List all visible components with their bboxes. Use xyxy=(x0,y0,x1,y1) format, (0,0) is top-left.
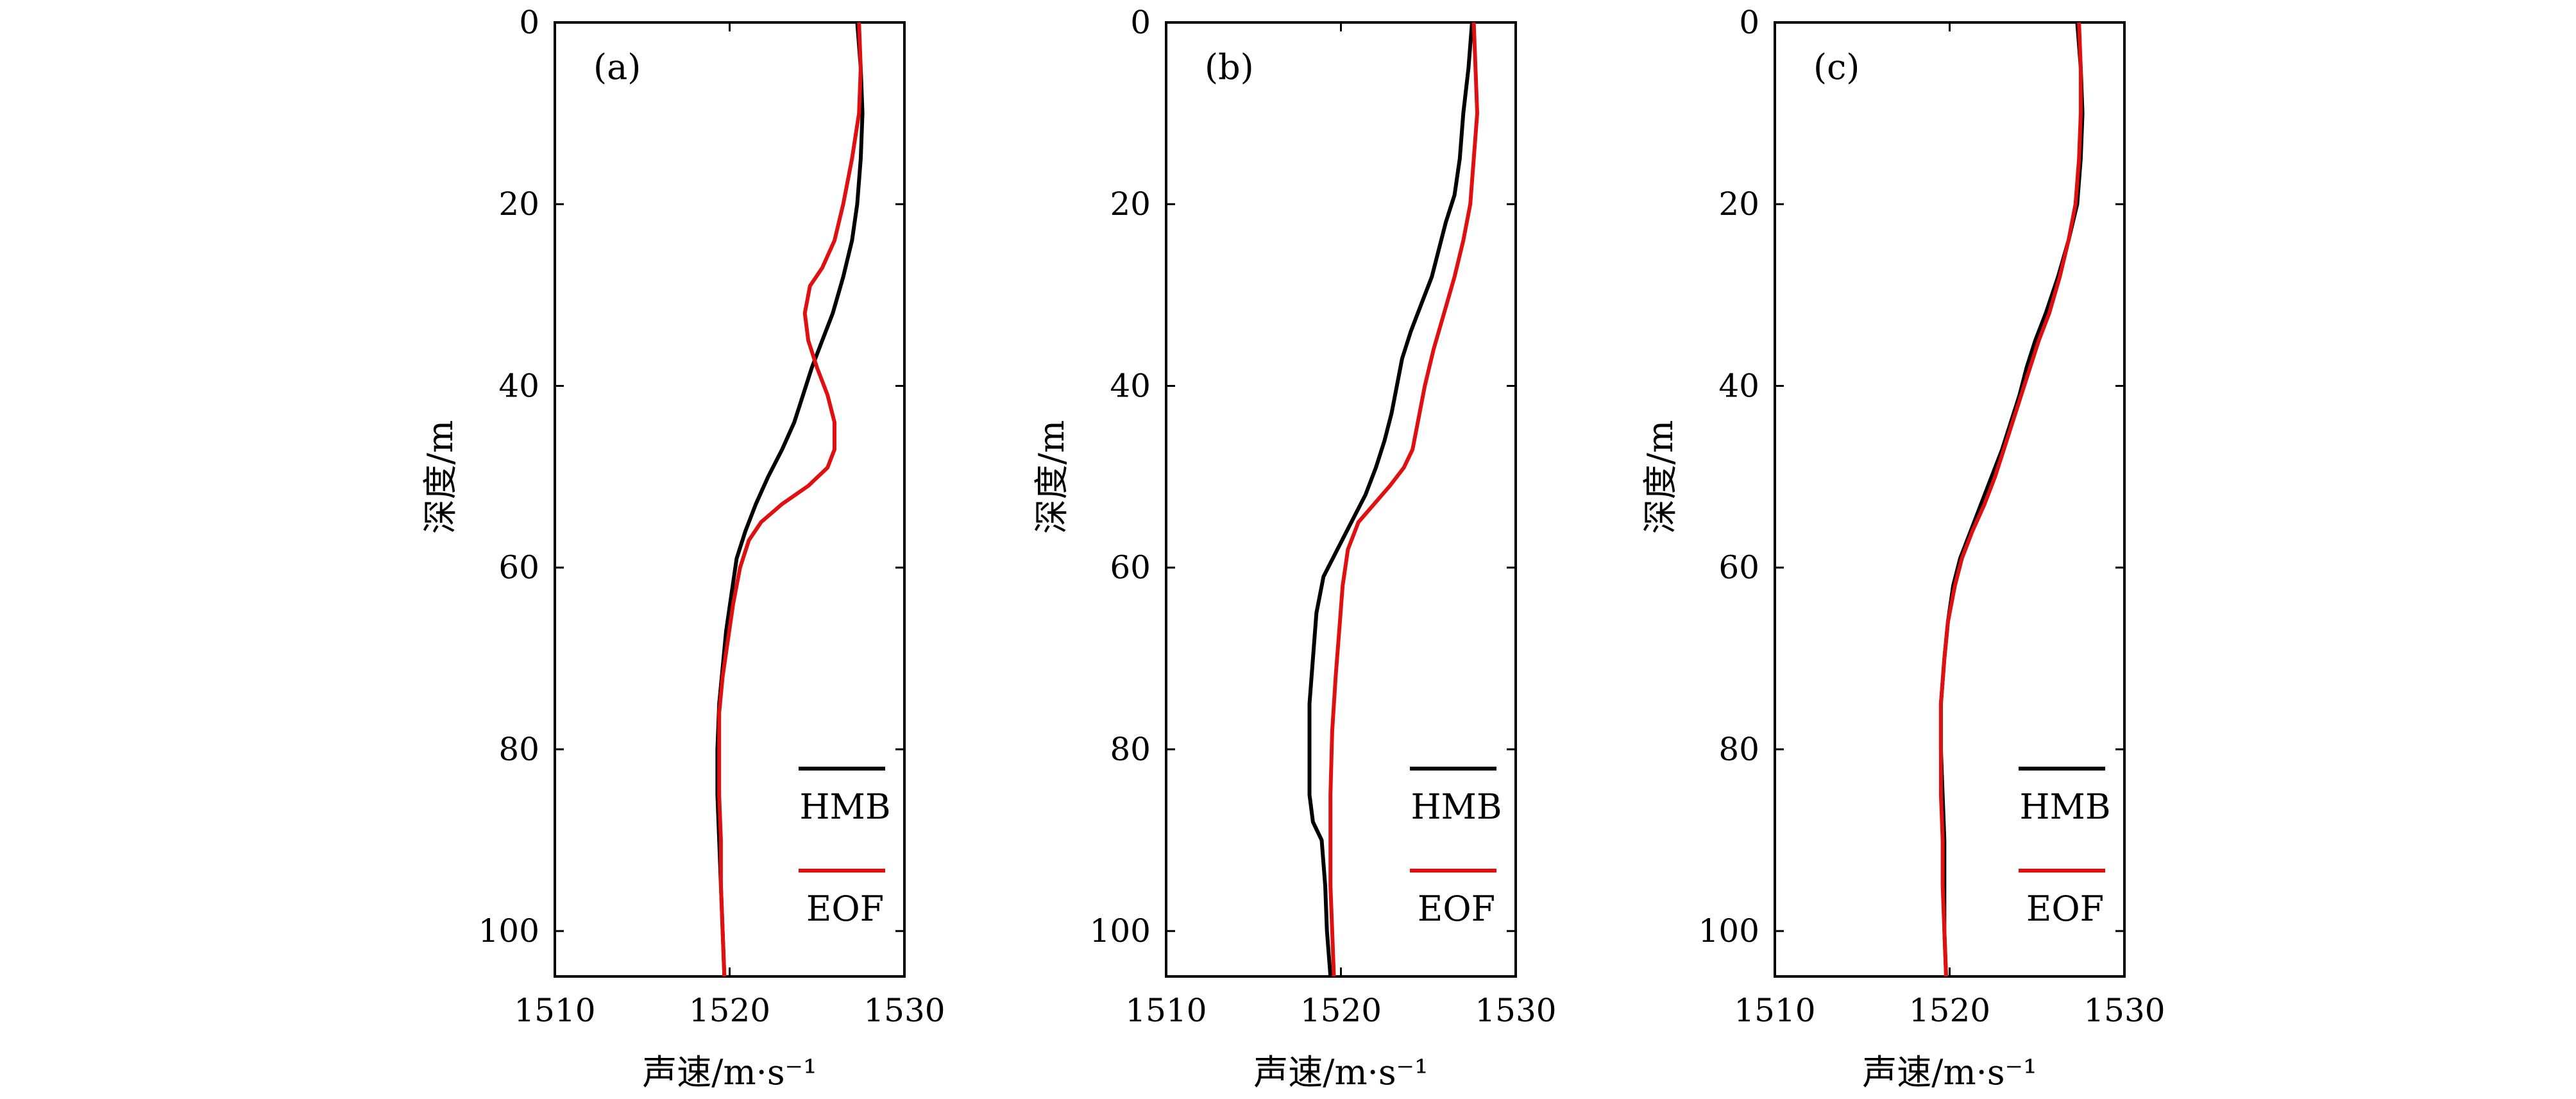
panel-label: (b) xyxy=(1205,47,1254,87)
x-axis-label: 声速/m·s⁻¹ xyxy=(642,1052,817,1093)
x-axis-label: 声速/m·s⁻¹ xyxy=(1862,1052,2037,1093)
y-tick-label: 100 xyxy=(479,912,539,950)
panel-label: (c) xyxy=(1813,47,1860,87)
y-tick-label: 40 xyxy=(1110,367,1151,404)
y-tick-label: 60 xyxy=(498,549,539,586)
y-tick-label: 0 xyxy=(1739,4,1759,41)
y-axis-label: 深度/m xyxy=(1031,420,1072,534)
legend-label-eof: EOF xyxy=(1418,889,1495,929)
y-tick-label: 100 xyxy=(1699,912,1759,950)
legend-label-eof: EOF xyxy=(2026,889,2104,929)
series-line-eof xyxy=(717,22,863,977)
x-tick-label: 1520 xyxy=(1909,992,1990,1029)
chart-panel-2: 0 20 40 60 80 100 1510 1520 1530 (b) 声速/m·s⁻¹ 深度/m H… xyxy=(1031,4,1557,1093)
legend-label-hmb: HMB xyxy=(1411,787,1502,827)
x-tick-label: 1520 xyxy=(689,992,770,1029)
series-line-eof xyxy=(1938,22,2083,977)
plot-frame xyxy=(1165,21,1517,978)
y-tick-label: 20 xyxy=(1718,185,1759,223)
y-tick-label: 0 xyxy=(1130,4,1151,41)
legend-label-hmb: HMB xyxy=(799,787,890,827)
y-axis-label: 深度/m xyxy=(420,420,461,534)
y-tick-label: 40 xyxy=(1718,367,1759,404)
panel-label: (a) xyxy=(593,47,641,87)
y-tick-label: 80 xyxy=(1110,731,1151,768)
x-tick-label: 1510 xyxy=(1125,992,1207,1029)
legend: HMB EOF xyxy=(1410,767,1502,929)
y-tick-label: 60 xyxy=(1718,549,1759,586)
chart-panel-3: 0 20 40 60 80 100 1510 1520 1530 (c) 声速/m·s⁻¹ 深度/m H… xyxy=(1640,4,2165,1093)
legend-label-eof: EOF xyxy=(806,889,884,929)
y-tick-label: 100 xyxy=(1090,912,1151,950)
y-tick-label: 0 xyxy=(519,4,539,41)
legend: HMB EOF xyxy=(2019,767,2111,929)
plot-frame xyxy=(1774,21,2126,978)
x-tick-label: 1530 xyxy=(1475,992,1556,1029)
x-tick-label: 1520 xyxy=(1300,992,1382,1029)
series-line-hmb xyxy=(1938,22,2085,977)
legend-label-hmb: HMB xyxy=(2019,787,2110,827)
chart-panel-1: 0 20 40 60 80 100 1510 1520 1530 (a) 声速/m·s⁻¹ 深度/m H… xyxy=(420,4,945,1093)
x-axis-label: 声速/m·s⁻¹ xyxy=(1253,1052,1428,1093)
x-tick-label: 1530 xyxy=(2083,992,2165,1029)
y-tick-label: 80 xyxy=(1718,731,1759,768)
y-tick-label: 20 xyxy=(1110,185,1151,223)
x-tick-label: 1510 xyxy=(1734,992,1815,1029)
x-tick-label: 1510 xyxy=(514,992,595,1029)
legend: HMB EOF xyxy=(799,767,891,929)
series-line-eof xyxy=(1328,22,1479,977)
x-tick-label: 1530 xyxy=(863,992,945,1029)
y-tick-label: 40 xyxy=(498,367,539,404)
y-tick-label: 20 xyxy=(498,185,539,223)
series-line-hmb xyxy=(1307,22,1474,977)
y-axis-label: 深度/m xyxy=(1640,420,1681,534)
y-tick-label: 80 xyxy=(498,731,539,768)
y-tick-label: 60 xyxy=(1110,549,1151,586)
